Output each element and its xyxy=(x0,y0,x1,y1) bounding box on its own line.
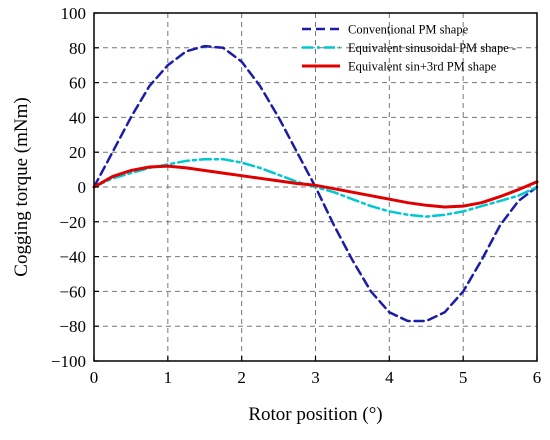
y-tick-label: −20 xyxy=(59,213,86,232)
y-tick-label: 0 xyxy=(78,178,87,197)
y-tick-label: 20 xyxy=(69,143,86,162)
y-tick-label: 40 xyxy=(69,108,86,127)
x-tick-label: 3 xyxy=(311,368,320,387)
y-tick-label: −40 xyxy=(59,248,86,267)
legend-label-3: Equivalent sin+3rd PM shape xyxy=(348,60,497,74)
y-tick-label: −80 xyxy=(59,317,86,336)
legend-label-2: Equivalent sinusoidal PM shape - xyxy=(348,41,516,55)
x-tick-label: 1 xyxy=(164,368,173,387)
tick-labels: 0 1 2 3 4 5 6 100 80 60 40 20 0 −20 −40 −60 −80 −100 xyxy=(51,4,541,387)
legend-label-1: Conventional PM shape xyxy=(348,23,469,37)
y-tick-label: −100 xyxy=(51,352,86,371)
x-tick-label: 4 xyxy=(385,368,394,387)
y-tick-label: 100 xyxy=(61,4,87,23)
y-tick-label: −60 xyxy=(59,282,86,301)
legend: Conventional PM shape Equivalent sinusoid… xyxy=(302,23,516,74)
series-line-2 xyxy=(92,157,539,218)
x-tick-label: 2 xyxy=(237,368,246,387)
series-line-3 xyxy=(92,164,539,209)
x-tick-label: 6 xyxy=(533,368,542,387)
x-tick-label: 0 xyxy=(90,368,99,387)
x-axis-label: Rotor position (°) xyxy=(248,404,382,425)
y-tick-label: 80 xyxy=(69,39,86,58)
series-group xyxy=(92,44,539,323)
y-axis-label: Cogging torque (mNm) xyxy=(11,97,32,276)
y-tick-label: 60 xyxy=(69,74,86,93)
x-tick-label: 5 xyxy=(459,368,468,387)
